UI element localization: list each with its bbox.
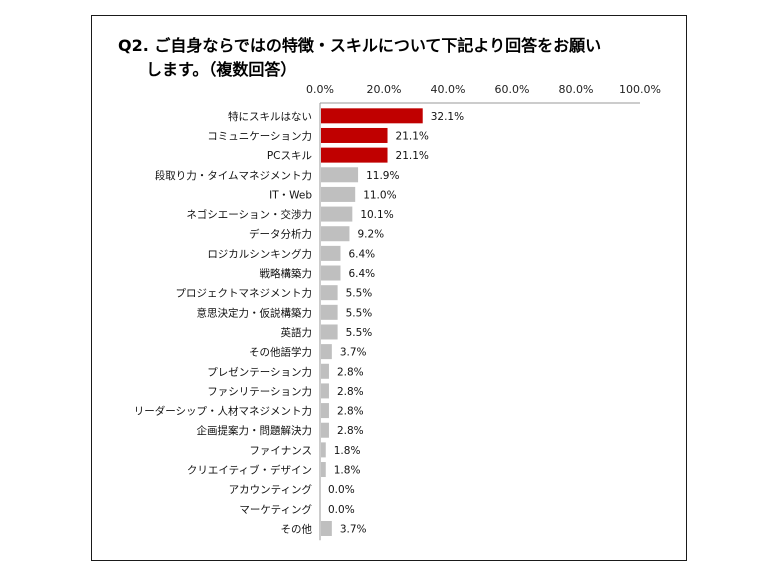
value-label: 1.8% (334, 465, 361, 477)
bar (321, 265, 341, 281)
bar (321, 226, 350, 242)
x-tick-label: 0.0% (306, 83, 334, 96)
category-label: 戦略構築力 (260, 267, 313, 280)
value-label: 1.8% (334, 445, 361, 457)
category-label: ネゴシエーション・交渉力 (186, 208, 312, 221)
category-label: クリエイティブ・デザイン (187, 464, 312, 477)
x-tick-label: 100.0% (619, 83, 661, 96)
category-label: 企画提案力・問題解決力 (197, 424, 313, 437)
bar (321, 344, 332, 360)
value-label: 5.5% (346, 307, 373, 319)
category-label: 英語力 (281, 326, 313, 339)
bar (321, 108, 423, 124)
value-label: 10.1% (360, 209, 393, 221)
category-label: ファイナンス (249, 445, 312, 457)
category-label: その他 (281, 522, 313, 535)
value-label: 32.1% (431, 111, 464, 123)
category-label: PCスキル (267, 150, 312, 162)
value-label: 0.0% (328, 484, 355, 496)
category-label: データ分析力 (249, 228, 312, 241)
bar (321, 285, 338, 301)
category-label: アカウンティング (229, 483, 313, 496)
category-label: ロジカルシンキング力 (207, 247, 312, 260)
value-label: 0.0% (328, 504, 355, 516)
bar (321, 324, 338, 340)
category-label: ファシリテーション力 (207, 385, 312, 398)
category-label: マーケティング (239, 503, 312, 516)
value-label: 6.4% (348, 268, 375, 280)
bar (321, 206, 353, 222)
value-label: 9.2% (357, 229, 384, 241)
bar (321, 442, 326, 458)
bar (321, 127, 388, 143)
x-tick-label: 20.0% (367, 83, 402, 96)
chart-title: Q2. ご自身ならではの特徴・スキルについて下記より回答をお願い します。（複数… (118, 34, 678, 82)
value-label: 5.5% (346, 327, 373, 339)
category-label: リーダーシップ・人材マネジメント力 (134, 405, 312, 418)
x-tick-label: 40.0% (431, 83, 466, 96)
chart-title-line1: Q2. ご自身ならではの特徴・スキルについて下記より回答をお願い (118, 36, 602, 55)
value-label: 3.7% (340, 347, 367, 359)
x-tick-label: 80.0% (559, 83, 594, 96)
chart-frame (91, 15, 687, 561)
bar (321, 167, 359, 183)
value-label: 5.5% (346, 288, 373, 300)
value-label: 2.8% (337, 425, 364, 437)
value-label: 2.8% (337, 366, 364, 378)
bar (321, 403, 329, 419)
value-label: 21.1% (396, 150, 429, 162)
category-label: プレゼンテーション力 (207, 365, 312, 378)
bar (321, 304, 338, 320)
value-label: 3.7% (340, 523, 367, 535)
value-label: 21.1% (396, 130, 429, 142)
category-label: 意思決定力・仮説構築力 (197, 306, 313, 319)
value-label: 2.8% (337, 406, 364, 418)
value-label: 11.0% (363, 189, 396, 201)
bar (321, 462, 326, 478)
bar (321, 186, 356, 202)
category-label: 特にスキルはない (228, 111, 312, 123)
category-label: IT・Web (269, 189, 312, 201)
bar (321, 245, 341, 261)
chart-title-line2: します。（複数回答） (146, 60, 297, 79)
category-label: 段取り力・タイムマネジメント力 (155, 169, 312, 182)
bar (321, 422, 329, 438)
value-label: 2.8% (337, 386, 364, 398)
bar (321, 520, 332, 536)
value-label: 6.4% (348, 248, 375, 260)
x-tick-label: 60.0% (495, 83, 530, 96)
value-label: 11.9% (366, 170, 399, 182)
bar (321, 383, 329, 399)
category-label: プロジェクトマネジメント力 (176, 287, 313, 300)
category-label: コミュニケーション力 (207, 129, 312, 142)
bar (321, 147, 388, 163)
bar (321, 363, 329, 379)
category-label: その他語学力 (249, 346, 312, 359)
